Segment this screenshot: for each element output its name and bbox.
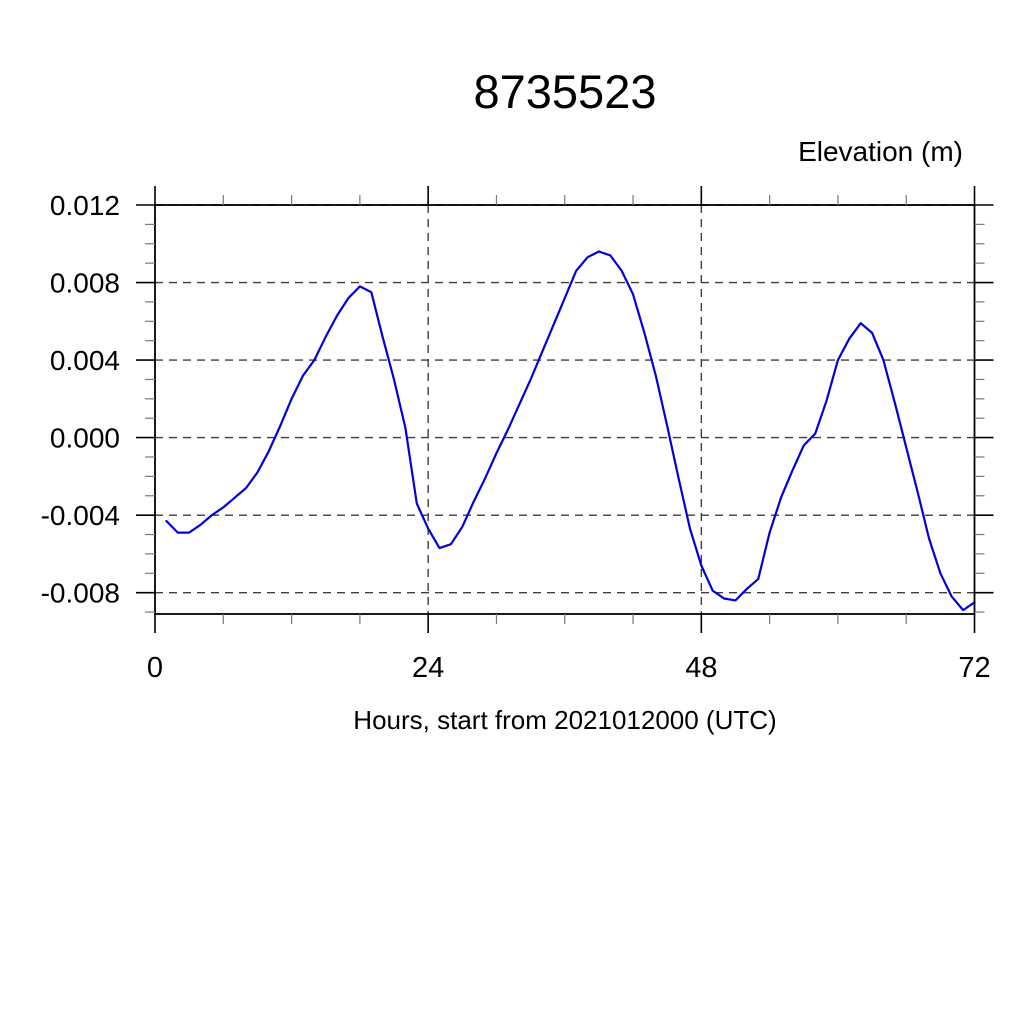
x-tick-label: 72: [958, 652, 990, 684]
x-tick-label: 24: [412, 652, 444, 684]
y-axis-title: Elevation (m): [798, 136, 963, 167]
chart-title: 8735523: [473, 65, 657, 118]
plot-frame: [154, 204, 976, 615]
y-tick-label: -0.004: [41, 500, 120, 531]
y-tick-label: 0.008: [50, 268, 120, 299]
elevation-line: [165, 250, 976, 612]
y-tick-label: 0.000: [50, 423, 120, 454]
y-tick-label: -0.008: [41, 578, 120, 609]
x-axis-title: Hours, start from 2021012000 (UTC): [353, 705, 777, 735]
x-tick-label: 0: [147, 652, 163, 684]
x-tick-label: 48: [685, 652, 717, 684]
y-tick-label: 0.004: [50, 345, 120, 376]
y-tick-label: 0.012: [50, 190, 120, 221]
